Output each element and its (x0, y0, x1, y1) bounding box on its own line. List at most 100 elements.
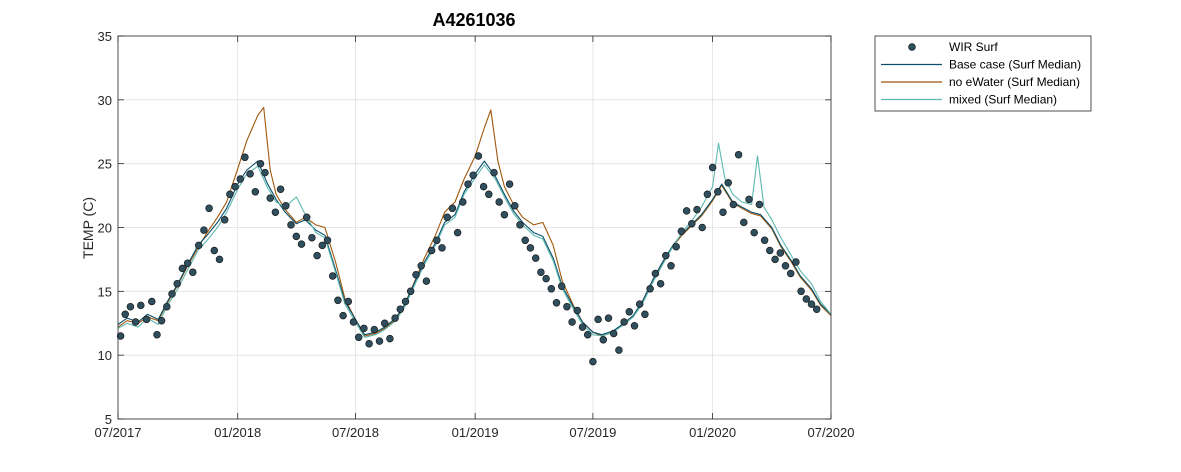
scatter-point (609, 329, 618, 338)
legend: WIR Surf Base case (Surf Median) no eWater… (874, 35, 1092, 112)
legend-label: no eWater (Surf Median) (949, 75, 1080, 89)
series-line-3 (117, 142, 832, 338)
scatter-point (573, 306, 582, 315)
scatter-point (781, 262, 790, 270)
scatter-point (121, 310, 129, 319)
scatter-point (349, 318, 358, 326)
scatter-point (511, 202, 519, 210)
scatter-point (469, 171, 477, 179)
scatter-point (386, 334, 394, 343)
scatter-point (474, 152, 483, 160)
x-tick-label: 01/2019 (452, 425, 499, 440)
scatter-point (505, 180, 514, 188)
x-tick-label: 01/2018 (214, 425, 261, 440)
scatter-point (183, 259, 192, 267)
scatter-point (490, 168, 498, 177)
scatter-point (126, 302, 135, 311)
scatter-point (750, 228, 758, 237)
scatter-point (318, 241, 327, 250)
scatter-point (433, 236, 441, 245)
scatter-point (464, 180, 472, 188)
scatter-point (740, 218, 748, 227)
scatter-point (771, 255, 779, 264)
x-tick-label: 07/2020 (808, 425, 855, 440)
scatter-point (615, 346, 623, 354)
scatter-point (786, 269, 795, 278)
scatter-point (401, 297, 410, 306)
scatter-point (302, 213, 311, 222)
scatter-point (531, 254, 540, 262)
scatter-point (698, 223, 706, 232)
scatter-point (599, 336, 608, 344)
scatter-point (667, 262, 675, 270)
scatter-point (256, 159, 265, 168)
scatter-point (276, 185, 285, 193)
scatter-point (380, 319, 389, 328)
scatter-point (625, 308, 634, 316)
scatter-point (370, 325, 379, 334)
scatter-point (672, 242, 680, 251)
scatter-point (547, 285, 556, 293)
scatter-point (334, 296, 342, 305)
scatter-point (168, 290, 176, 298)
scatter-point (354, 333, 363, 342)
y-tick-label: 25 (98, 157, 112, 172)
scatter-point (568, 318, 576, 326)
scatter-point (226, 190, 234, 199)
scatter-point (714, 188, 722, 196)
scatter-point (205, 204, 213, 213)
scatter-point (812, 305, 821, 313)
scatter-point (131, 318, 140, 326)
scatter-point (375, 337, 384, 345)
scatter-point (776, 249, 785, 257)
scatter-point (344, 297, 353, 306)
scatter-point (200, 226, 208, 234)
scatter-point (396, 305, 405, 313)
scatter-point (246, 170, 254, 178)
scatter-point (163, 302, 171, 311)
scatter-point (651, 269, 660, 278)
x-tick-label: 01/2020 (689, 425, 736, 440)
y-tick-label: 10 (98, 348, 112, 363)
scatter-point (708, 163, 717, 172)
scatter-point (734, 150, 743, 159)
scatter-point (521, 236, 529, 245)
scatter-point (537, 268, 545, 276)
scatter-point (516, 221, 524, 229)
scatter-point (646, 285, 654, 293)
scatter-point (148, 297, 156, 306)
scatter-point (755, 200, 764, 209)
x-tick-label: 07/2017 (95, 425, 142, 440)
legend-label: mixed (Surf Median) (949, 93, 1057, 107)
legend-label: WIR Surf (949, 40, 998, 54)
scatter-point (194, 241, 203, 250)
y-tick-label: 30 (98, 93, 112, 108)
scatter-point (365, 339, 373, 348)
scatter-point (766, 246, 774, 255)
scatter-point (641, 310, 649, 319)
scatter-point (116, 332, 125, 340)
scatter-point (459, 198, 467, 206)
scatter-point (189, 268, 197, 276)
scatter-point (266, 194, 274, 202)
scatter-point (443, 213, 451, 222)
scatter-point (271, 208, 280, 216)
scatter-point (578, 323, 587, 331)
scatter-point (662, 251, 670, 260)
scatter-point (308, 233, 316, 242)
legend-label: Base case (Surf Median) (949, 58, 1081, 72)
scatter-point (485, 190, 493, 199)
scatter-point (635, 300, 644, 308)
scatter-point (438, 244, 446, 252)
scatter-point (677, 227, 686, 236)
scatter-point (729, 200, 738, 209)
scatter-point (724, 179, 732, 187)
y-tick-label: 15 (98, 284, 112, 299)
axes: 07/2017 01/2018 07/2018 01/2019 07/2019 01/20… (95, 29, 855, 440)
scatter-point (427, 246, 436, 255)
scatter-point (500, 210, 509, 219)
scatter-point (313, 251, 321, 260)
scatter-point (137, 301, 145, 310)
scatter-point (620, 318, 628, 326)
